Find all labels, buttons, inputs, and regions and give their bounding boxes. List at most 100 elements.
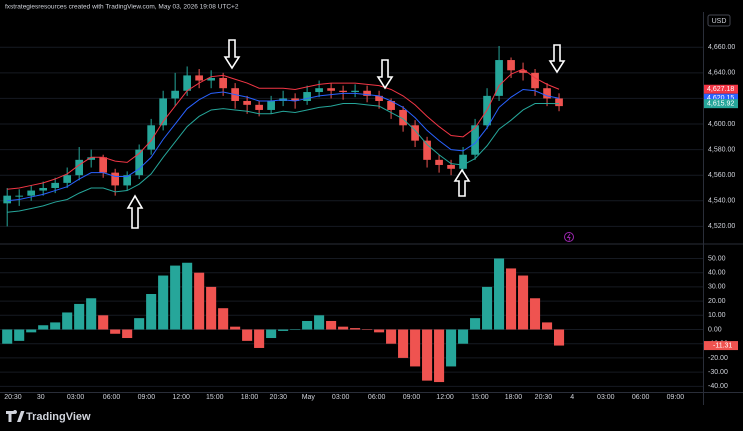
candle-body	[147, 125, 155, 150]
histogram-bar	[182, 262, 193, 330]
candle-body	[495, 60, 503, 96]
arrow-down	[376, 59, 394, 90]
candle-body	[519, 70, 527, 73]
candle-body	[507, 60, 515, 71]
x-tick-label: 20:30	[270, 394, 288, 401]
candle-body	[459, 154, 467, 169]
x-tick-label: 09:00	[667, 394, 685, 401]
arrow-down	[548, 44, 566, 74]
x-tick-label: 4	[570, 394, 574, 401]
candle-body	[351, 90, 359, 93]
candle-body	[339, 90, 347, 93]
histogram-bar	[554, 329, 565, 346]
histogram-bar	[2, 329, 13, 344]
histogram-bar	[62, 312, 73, 330]
histogram-bar	[38, 325, 49, 330]
histogram-bar	[470, 318, 481, 330]
event-icon[interactable]	[564, 232, 574, 242]
histogram-bar	[410, 329, 421, 367]
candle-body	[99, 157, 108, 173]
price-tag-label: 4,627.18	[707, 86, 734, 93]
candle-body	[159, 98, 167, 126]
x-tick-label: 12:00	[436, 394, 454, 401]
x-tick-label: 15:00	[206, 394, 224, 401]
histogram-bar	[230, 326, 241, 330]
candle-body	[399, 109, 407, 126]
x-tick-label: 06:00	[368, 394, 386, 401]
price-tag	[704, 93, 738, 103]
arrow-down	[223, 39, 241, 70]
histogram-bar	[506, 268, 517, 330]
candle-body	[411, 125, 419, 141]
candle-body	[111, 172, 120, 186]
brand-logo	[6, 410, 25, 422]
histogram-bar	[14, 329, 25, 341]
candle-body	[27, 190, 36, 196]
histogram-bar	[254, 329, 265, 348]
histogram-bar	[278, 329, 289, 331]
currency[interactable]: USD	[712, 18, 727, 25]
histogram-bar	[434, 329, 445, 383]
histogram-bar	[482, 286, 493, 330]
histogram-bar	[350, 328, 361, 330]
candle-body	[291, 98, 299, 101]
y-tick-label: 10.00	[708, 312, 726, 319]
histogram-bar	[446, 329, 457, 367]
histogram-bar	[194, 272, 205, 330]
y-tick-label: 40.00	[708, 270, 726, 277]
x-tick-label: 06:00	[103, 394, 121, 401]
y-tick-label: 20.00	[708, 298, 726, 305]
candle-body	[195, 75, 203, 81]
histogram-bar	[146, 294, 157, 330]
x-tick-label: 03:00	[597, 394, 615, 401]
brand: TradingView	[26, 411, 91, 423]
band-line	[7, 103, 560, 213]
y-tick-label: -20.00	[708, 355, 728, 362]
histogram-bar	[206, 286, 217, 330]
y-tick-label: 30.00	[708, 284, 726, 291]
candle-body	[255, 104, 263, 110]
candle-body	[243, 100, 251, 105]
candle-body	[555, 98, 563, 107]
histogram-bar	[170, 265, 181, 330]
candle-body	[135, 149, 143, 176]
candle-body	[51, 182, 60, 188]
histogram-bar	[338, 326, 349, 330]
annotations	[126, 39, 566, 229]
y-tick-label: 0.00	[708, 326, 722, 333]
candle-body	[327, 88, 335, 91]
value-tag-label: -11.31	[713, 342, 732, 349]
candle-body	[423, 140, 431, 160]
candle-body	[219, 77, 227, 89]
candle-body	[39, 187, 48, 191]
price-tag	[704, 99, 738, 109]
histogram-bar	[50, 322, 61, 330]
y-tick-label: 4,560.00	[708, 172, 735, 179]
candle-body	[75, 159, 84, 176]
header: fxstrategiesresources created with Tradi…	[5, 4, 239, 11]
x-tick-label: 09:00	[138, 394, 156, 401]
x-tick-label: 18:00	[505, 394, 523, 401]
histogram-bar	[542, 322, 553, 330]
histogram-bar	[398, 329, 409, 358]
candle-body	[315, 88, 323, 93]
event-icon-bolt	[566, 233, 571, 241]
histogram-bar	[518, 275, 529, 330]
x-tick-label: May	[302, 394, 316, 401]
histogram-bar	[134, 318, 145, 330]
histogram-bar	[98, 315, 109, 330]
y-tick-label: -30.00	[708, 369, 728, 376]
candle-body	[171, 90, 179, 99]
currency-box[interactable]	[707, 14, 731, 27]
y-tick-label: -40.00	[708, 383, 728, 390]
histogram-bar	[122, 329, 133, 339]
candle-body	[15, 195, 24, 197]
histogram-bar	[314, 315, 325, 330]
candle-body	[471, 125, 479, 155]
histogram-bar	[362, 329, 373, 331]
y-tick-label: 4,580.00	[708, 146, 735, 153]
value-tag	[704, 341, 738, 351]
histogram-bar	[326, 320, 337, 330]
